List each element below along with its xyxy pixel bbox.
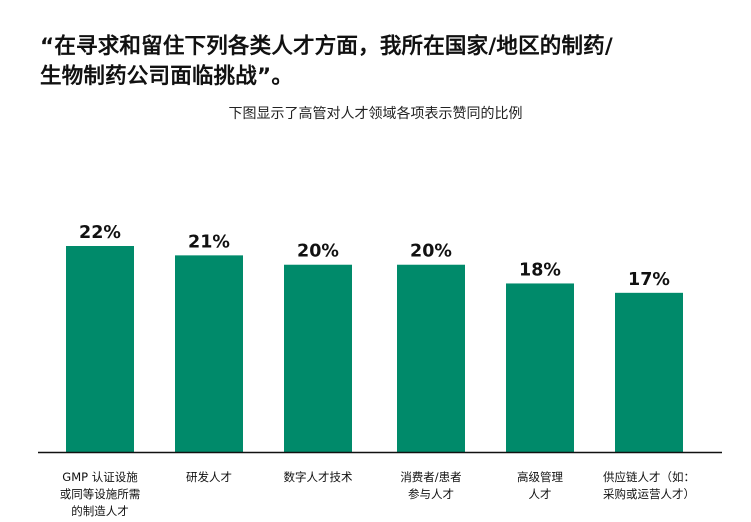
category-label-5: 高级管理人才 [517, 470, 563, 501]
bar-value-label-1: 22% [79, 223, 121, 243]
category-label-line: 高级管理 [517, 470, 563, 484]
category-label-line: 采购或运营人才） [603, 487, 695, 501]
category-label-6: 供应链人才（如： 采购或运营人才） [603, 470, 695, 501]
bar-6 [615, 292, 683, 452]
chart-subtitle: 下图显示了高管对人才领域各项表示赞同的比例 [228, 106, 523, 122]
category-label-line: 消费者/患者 [400, 470, 461, 484]
category-label-line: 的制造人才 [71, 504, 129, 518]
chart-title: “在寻求和留住下列各类人才方面，我所在国家/地区的制药/ 生物制药公司面临挑战”… [40, 32, 740, 92]
category-label-line: 供应链人才（如： [603, 470, 695, 484]
chart-title-line-2: 生物制药公司面临挑战”。 [40, 64, 294, 89]
category-label-4: 消费者/患者参与人才 [400, 470, 461, 501]
category-label-line: 或同等设施所需 [60, 487, 141, 501]
bar-1 [66, 246, 134, 452]
category-label-3: 数字人才技术 [284, 470, 353, 484]
category-label-line: 数字人才技术 [284, 470, 353, 484]
bar-value-label-4: 20% [410, 242, 452, 262]
bar-5 [506, 283, 574, 452]
bar-value-label-2: 21% [188, 232, 230, 252]
category-label-2: 研发人才 [186, 470, 232, 484]
category-label-line: 研发人才 [186, 470, 232, 484]
bar-2 [175, 255, 243, 452]
bar-4 [397, 264, 465, 452]
category-label-1: GMP 认证设施或同等设施所需的制造人才 [60, 470, 141, 518]
bar-3 [284, 264, 352, 452]
bar-value-label-5: 18% [519, 260, 561, 280]
category-label-line: GMP 认证设施 [62, 470, 138, 484]
bar-value-label-3: 20% [297, 242, 339, 262]
category-label-line: 人才 [529, 487, 552, 501]
category-label-line: 参与人才 [408, 487, 454, 501]
bar-value-label-6: 17% [628, 270, 670, 290]
chart-title-line-1: “在寻求和留住下列各类人才方面，我所在国家/地区的制药/ [40, 34, 613, 59]
